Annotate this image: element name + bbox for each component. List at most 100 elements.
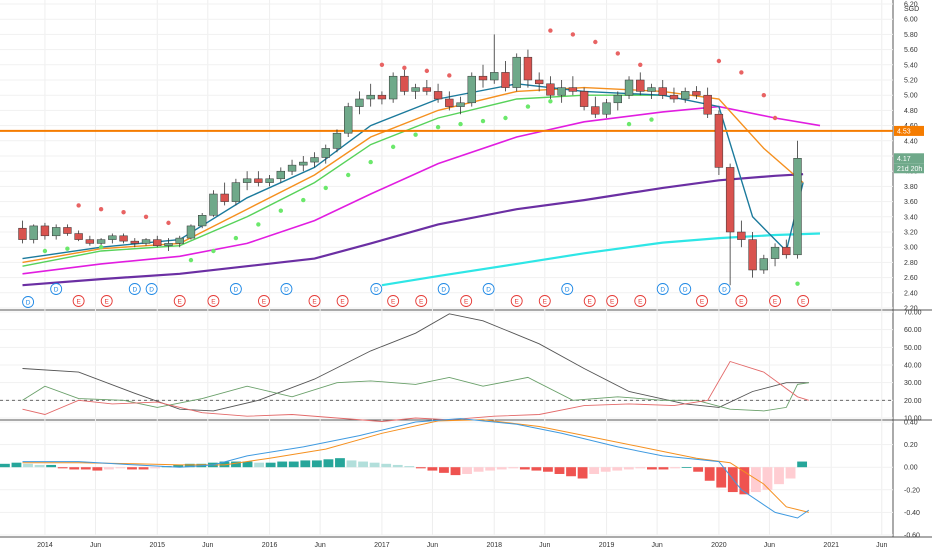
macd-histogram-bar bbox=[693, 467, 704, 472]
earnings-marker-label: E bbox=[773, 298, 778, 305]
sar-dot-down bbox=[772, 115, 778, 121]
candle-body bbox=[388, 75, 398, 100]
dividend-marker bbox=[50, 283, 63, 295]
earnings-marker bbox=[72, 295, 85, 307]
candle-body bbox=[85, 239, 95, 244]
candle-body bbox=[602, 102, 611, 115]
macd-histogram-bar bbox=[346, 460, 357, 468]
macd-histogram-bar bbox=[485, 467, 496, 471]
candle-body bbox=[748, 239, 757, 271]
x-tick-label: Jun bbox=[876, 542, 887, 549]
sar-dot-down bbox=[447, 73, 452, 78]
countdown-tag-bg bbox=[894, 163, 924, 174]
sar-dot-down bbox=[570, 32, 576, 37]
dividend-marker-label: D bbox=[132, 286, 137, 293]
dividend-marker-label: D bbox=[660, 286, 665, 293]
sar-dot-down bbox=[98, 207, 104, 212]
sar-dot-down bbox=[166, 220, 171, 226]
sar-dot-up bbox=[233, 235, 239, 241]
earnings-marker bbox=[387, 295, 400, 307]
candle-body bbox=[400, 75, 409, 92]
macd-histogram-bar bbox=[785, 467, 796, 479]
earnings-marker-label: E bbox=[419, 298, 424, 305]
earnings-marker-label: E bbox=[105, 298, 110, 305]
macd-histogram-bar bbox=[311, 460, 322, 468]
candle-body bbox=[512, 56, 521, 88]
price-tick-label: 5.40 bbox=[904, 62, 918, 69]
macd-signal-line bbox=[22, 419, 809, 513]
macd-tick-label: 0.00 bbox=[904, 465, 918, 472]
macd-histogram-bar bbox=[716, 467, 727, 488]
candle-body bbox=[737, 231, 746, 240]
sar-dot-up bbox=[323, 185, 328, 191]
dividend-marker-label: D bbox=[374, 286, 379, 293]
dividend-marker-label: D bbox=[683, 286, 688, 293]
sar-dot-up bbox=[346, 172, 351, 178]
candle-body bbox=[770, 246, 780, 259]
candle-body bbox=[411, 87, 420, 92]
candle-body bbox=[534, 79, 544, 85]
earnings-marker bbox=[173, 295, 186, 307]
sar-dot-up bbox=[626, 121, 632, 127]
x-tick-label: Jun bbox=[764, 542, 775, 549]
sar-dot-down bbox=[615, 51, 620, 56]
macd-histogram-bar bbox=[439, 467, 449, 473]
candle-body bbox=[344, 106, 353, 134]
candle-body bbox=[490, 72, 499, 81]
macd-tick-label: 0.40 bbox=[904, 420, 918, 427]
macd-histogram-bar bbox=[612, 467, 623, 471]
dividend-marker bbox=[145, 283, 158, 295]
adx-tick-label: 40.00 bbox=[904, 363, 922, 370]
countdown-tag: 21d 20h bbox=[897, 166, 922, 173]
level-price-tag-bg bbox=[894, 125, 924, 136]
dividend-marker bbox=[22, 296, 35, 308]
macd-histogram-bar bbox=[369, 462, 380, 468]
macd-histogram-bar bbox=[23, 463, 33, 468]
candle-body bbox=[759, 258, 769, 271]
x-tick-label: Jun bbox=[202, 542, 213, 549]
macd-histogram-bar bbox=[184, 463, 195, 468]
x-tick-label: 2018 bbox=[486, 542, 502, 549]
sar-dot-down bbox=[143, 214, 149, 219]
macd-histogram-bar bbox=[323, 459, 334, 468]
earnings-marker bbox=[634, 295, 647, 307]
candle-body bbox=[310, 157, 319, 163]
candle-body bbox=[29, 225, 38, 240]
earnings-marker-label: E bbox=[211, 298, 216, 305]
x-tick-label: 2015 bbox=[149, 542, 165, 549]
candle-body bbox=[658, 87, 667, 96]
candle-body bbox=[198, 215, 207, 227]
macd-histogram-bar bbox=[150, 467, 161, 469]
macd-histogram-bar bbox=[450, 467, 461, 476]
candle-body bbox=[108, 235, 117, 240]
x-tick-label: Jun bbox=[90, 542, 101, 549]
dividend-marker bbox=[229, 283, 242, 295]
sar-dot-down bbox=[638, 62, 643, 67]
candle-body bbox=[265, 178, 274, 183]
x-tick-label: 2014 bbox=[37, 542, 53, 549]
sar-dot-up bbox=[390, 144, 396, 150]
macd-histogram-bar bbox=[300, 460, 311, 468]
earnings-marker-label: E bbox=[391, 298, 396, 305]
candle-body bbox=[647, 87, 656, 92]
sar-dot-down bbox=[761, 93, 767, 98]
dividend-marker bbox=[482, 283, 495, 295]
candle-body bbox=[636, 79, 645, 92]
candle-body bbox=[63, 227, 72, 234]
sar-dot-up bbox=[368, 159, 373, 165]
dividend-marker-label: D bbox=[722, 286, 727, 293]
earnings-marker-label: E bbox=[340, 298, 345, 305]
macd-histogram-bar bbox=[797, 461, 808, 468]
current-price-tag-bg bbox=[894, 153, 924, 164]
macd-histogram-bar bbox=[381, 463, 392, 468]
candle-body bbox=[377, 94, 387, 100]
dividend-marker-label: D bbox=[565, 286, 570, 293]
candle-body bbox=[96, 239, 106, 244]
macd-histogram-bar bbox=[589, 467, 600, 474]
adx-tick-label: 30.00 bbox=[904, 380, 922, 387]
candle-body bbox=[714, 113, 724, 168]
price-tick-label: 3.60 bbox=[904, 199, 918, 206]
x-tick-label: 2020 bbox=[711, 542, 727, 549]
price-tick-label: 3.00 bbox=[904, 245, 918, 252]
